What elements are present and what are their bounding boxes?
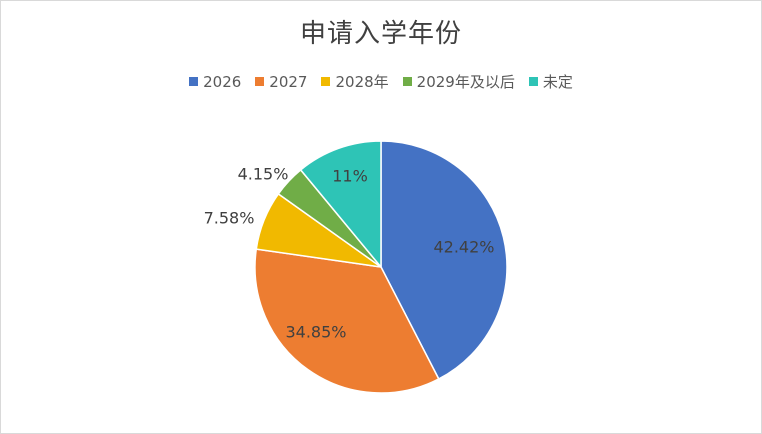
data-label: 11% bbox=[332, 167, 368, 186]
data-label: 34.85% bbox=[285, 323, 346, 342]
pie-slice bbox=[299, 140, 382, 270]
data-label: 7.58% bbox=[204, 209, 255, 228]
legend-item-undecided: 未定 bbox=[528, 71, 573, 92]
pie-slice bbox=[380, 140, 508, 380]
data-label: 42.42% bbox=[433, 238, 494, 257]
legend-label: 未定 bbox=[542, 73, 573, 91]
chart-legend: 2026 2027 2028年 2029年及以后 未定 bbox=[1, 71, 761, 92]
legend-label: 2027 bbox=[269, 72, 308, 91]
legend-item-2028: 2028年 bbox=[321, 71, 389, 92]
chart-title: 申请入学年份 bbox=[299, 19, 462, 49]
legend-label: 2029年及以后 bbox=[416, 73, 515, 91]
legend-label: 2028年 bbox=[335, 73, 389, 91]
legend-swatch bbox=[255, 77, 265, 86]
legend-swatch bbox=[189, 77, 199, 86]
pie-slice bbox=[254, 248, 440, 394]
data-label: 4.15% bbox=[238, 165, 289, 184]
legend-swatch bbox=[528, 77, 538, 86]
legend-label: 2026 bbox=[203, 72, 242, 91]
legend-item-2029-plus: 2029年及以后 bbox=[402, 71, 515, 92]
legend-swatch bbox=[321, 77, 331, 86]
legend-item-2027: 2027 bbox=[255, 73, 307, 91]
legend-item-2026: 2026 bbox=[189, 73, 241, 91]
legend-swatch bbox=[402, 77, 412, 86]
